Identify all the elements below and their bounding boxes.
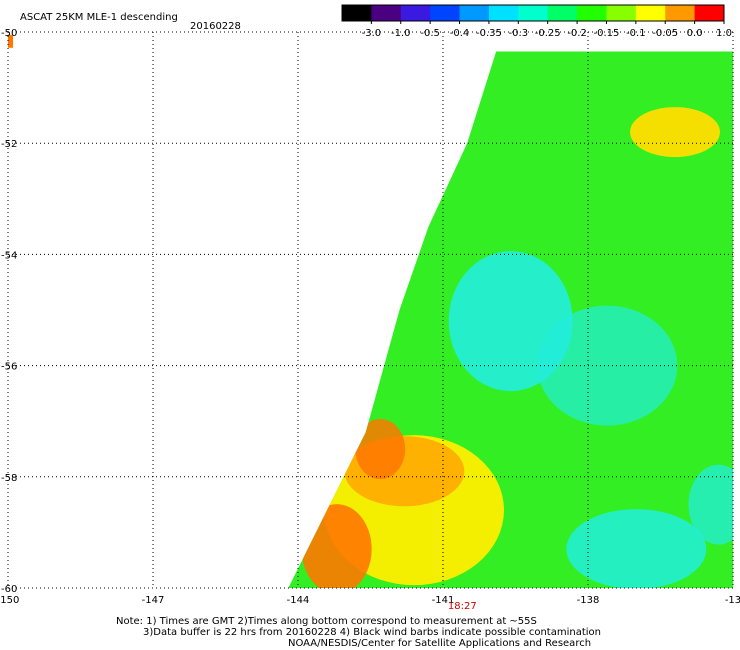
colorbar-swatch — [635, 5, 666, 21]
colorbar-label: -0.3 — [509, 28, 529, 39]
colorbar-label: 1.0 — [716, 28, 732, 39]
low-mle-region — [537, 305, 678, 426]
low-mle-region — [566, 509, 707, 588]
data-swath — [8, 34, 733, 588]
colorbar: -3.0 -1.0 -0.5 -0.4 -0.35 -0.3 -0.25 -0.2 -0.15-… — [341, 4, 732, 39]
colorbar-label: -0.25 — [535, 28, 561, 39]
x-tick-label: -147 — [142, 595, 165, 606]
colorbar-swatch — [400, 5, 431, 21]
colorbar-swatch — [371, 5, 402, 21]
colorbar-label: -0.15 — [594, 28, 620, 39]
colorbar-swatch — [342, 5, 372, 21]
note-line-2: 3)Data buffer is 22 hrs from 20160228 4)… — [143, 627, 601, 638]
y-tick-label: -60 — [1, 584, 17, 595]
y-axis: -50 -52 -54 -56 -58 -60 — [1, 28, 17, 595]
colorbar-label: -0.05 — [652, 28, 678, 39]
y-tick-label: -50 — [1, 28, 17, 39]
colorbar-swatch — [577, 5, 607, 21]
time-label: 18:27 — [448, 601, 477, 612]
colorbar-label: -0.35 — [476, 28, 502, 39]
chart-date: 20160228 — [190, 21, 241, 32]
colorbar-swatch — [547, 5, 578, 21]
colorbar-label: -1.0 — [391, 28, 411, 39]
colorbar-label: -0.2 — [567, 28, 587, 39]
colorbar-label: -0.4 — [450, 28, 470, 39]
y-tick-label: -58 — [1, 473, 17, 484]
edge-pixel — [8, 34, 13, 48]
colorbar-swatch — [606, 5, 637, 21]
high-mle-region — [630, 107, 720, 158]
y-tick-label: -54 — [1, 250, 17, 261]
colorbar-frame — [341, 4, 725, 22]
note-line-1: Note: 1) Times are GMT 2)Times along bot… — [116, 616, 537, 627]
y-tick-label: -52 — [1, 139, 17, 150]
colorbar-label: -0.1 — [626, 28, 646, 39]
colorbar-swatch — [694, 5, 725, 21]
colorbar-label: -0.5 — [420, 28, 440, 39]
colorbar-swatch — [518, 5, 549, 21]
colorbar-swatch — [459, 5, 490, 21]
colorbar-label: 0.0 — [687, 28, 703, 39]
x-axis: -150 -147 -144 -141 -138 -13 — [0, 595, 740, 606]
colorbar-swatch — [430, 5, 461, 21]
grid-lines — [7, 31, 734, 589]
low-mle-region — [688, 464, 733, 545]
chart-title: ASCAT 25KM MLE-1 descending — [20, 12, 178, 23]
colorbar-swatch — [488, 5, 519, 21]
peak-mle-region — [301, 504, 372, 588]
x-tick-label: -144 — [287, 595, 310, 606]
note-line-3: NOAA/NESDIS/Center for Satellite Applica… — [288, 638, 592, 649]
colorbar-swatch — [665, 5, 696, 21]
peak-mle-region — [355, 419, 406, 479]
x-tick-label: -150 — [0, 595, 19, 606]
x-tick-label: -138 — [577, 595, 600, 606]
y-tick-label: -56 — [1, 362, 17, 373]
x-tick-label: -13 — [725, 595, 740, 606]
colorbar-label: -3.0 — [362, 28, 382, 39]
x-tick-label: -141 — [432, 595, 455, 606]
plot-area: -150-147-144-141-138-13 -50-52-54-56-58-… — [0, 28, 740, 612]
